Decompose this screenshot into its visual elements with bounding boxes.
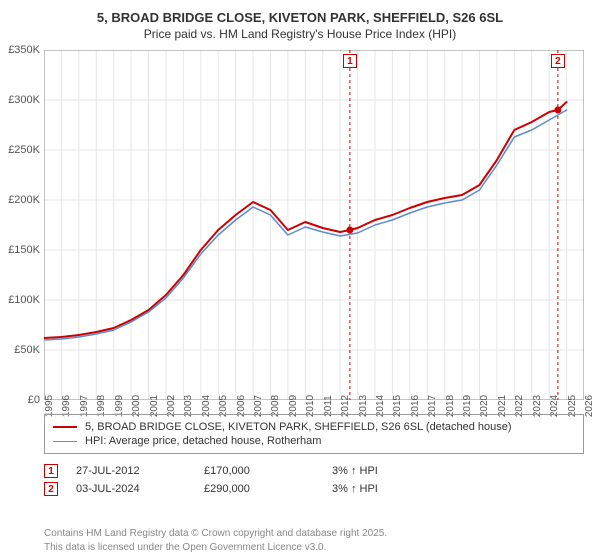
sales-row-2: 2 03-JUL-2024 £290,000 3% ↑ HPI (44, 482, 584, 496)
sale-date-2: 03-JUL-2024 (76, 483, 186, 495)
title-block: 5, BROAD BRIDGE CLOSE, KIVETON PARK, SHE… (0, 0, 600, 47)
sale-marker-2: 2 (44, 482, 58, 496)
event-marker-1: 1 (343, 54, 357, 68)
title-main: 5, BROAD BRIDGE CLOSE, KIVETON PARK, SHE… (10, 10, 590, 25)
ytick-label: £150K (8, 244, 40, 256)
legend-row-price-paid: 5, BROAD BRIDGE CLOSE, KIVETON PARK, SHE… (53, 421, 575, 433)
xtick-label: 2026 (584, 395, 595, 417)
event-marker-2: 2 (551, 54, 565, 68)
chart-container: 5, BROAD BRIDGE CLOSE, KIVETON PARK, SHE… (0, 0, 600, 560)
ytick-label: £50K (14, 344, 40, 356)
ytick-label: £250K (8, 144, 40, 156)
sale-delta-1: 3% ↑ HPI (332, 465, 442, 477)
ytick-label: £300K (8, 94, 40, 106)
ytick-label: £200K (8, 194, 40, 206)
sale-date-1: 27-JUL-2012 (76, 465, 186, 477)
footer: Contains HM Land Registry data © Crown c… (44, 527, 584, 554)
footer-line-2: This data is licensed under the Open Gov… (44, 541, 584, 555)
ytick-label: £0 (28, 394, 40, 406)
legend-label-hpi: HPI: Average price, detached house, Roth… (85, 435, 321, 447)
ytick-label: £350K (8, 44, 40, 56)
sale-price-2: £290,000 (204, 483, 314, 495)
sale-price-1: £170,000 (204, 465, 314, 477)
title-sub: Price paid vs. HM Land Registry's House … (10, 27, 590, 41)
chart-area: £0£50K£100K£150K£200K£250K£300K£350K1995… (44, 50, 584, 400)
legend-box: 5, BROAD BRIDGE CLOSE, KIVETON PARK, SHE… (44, 414, 584, 454)
sales-row-1: 1 27-JUL-2012 £170,000 3% ↑ HPI (44, 464, 584, 478)
legend-row-hpi: HPI: Average price, detached house, Roth… (53, 435, 575, 447)
chart-svg (44, 50, 584, 400)
ytick-label: £100K (8, 294, 40, 306)
legend-swatch-price-paid (53, 426, 77, 428)
footer-line-1: Contains HM Land Registry data © Crown c… (44, 527, 584, 541)
sale-marker-1: 1 (44, 464, 58, 478)
legend-label-price-paid: 5, BROAD BRIDGE CLOSE, KIVETON PARK, SHE… (85, 421, 512, 433)
sale-delta-2: 3% ↑ HPI (332, 483, 442, 495)
legend-swatch-hpi (53, 441, 77, 442)
sales-box: 1 27-JUL-2012 £170,000 3% ↑ HPI 2 03-JUL… (44, 460, 584, 500)
